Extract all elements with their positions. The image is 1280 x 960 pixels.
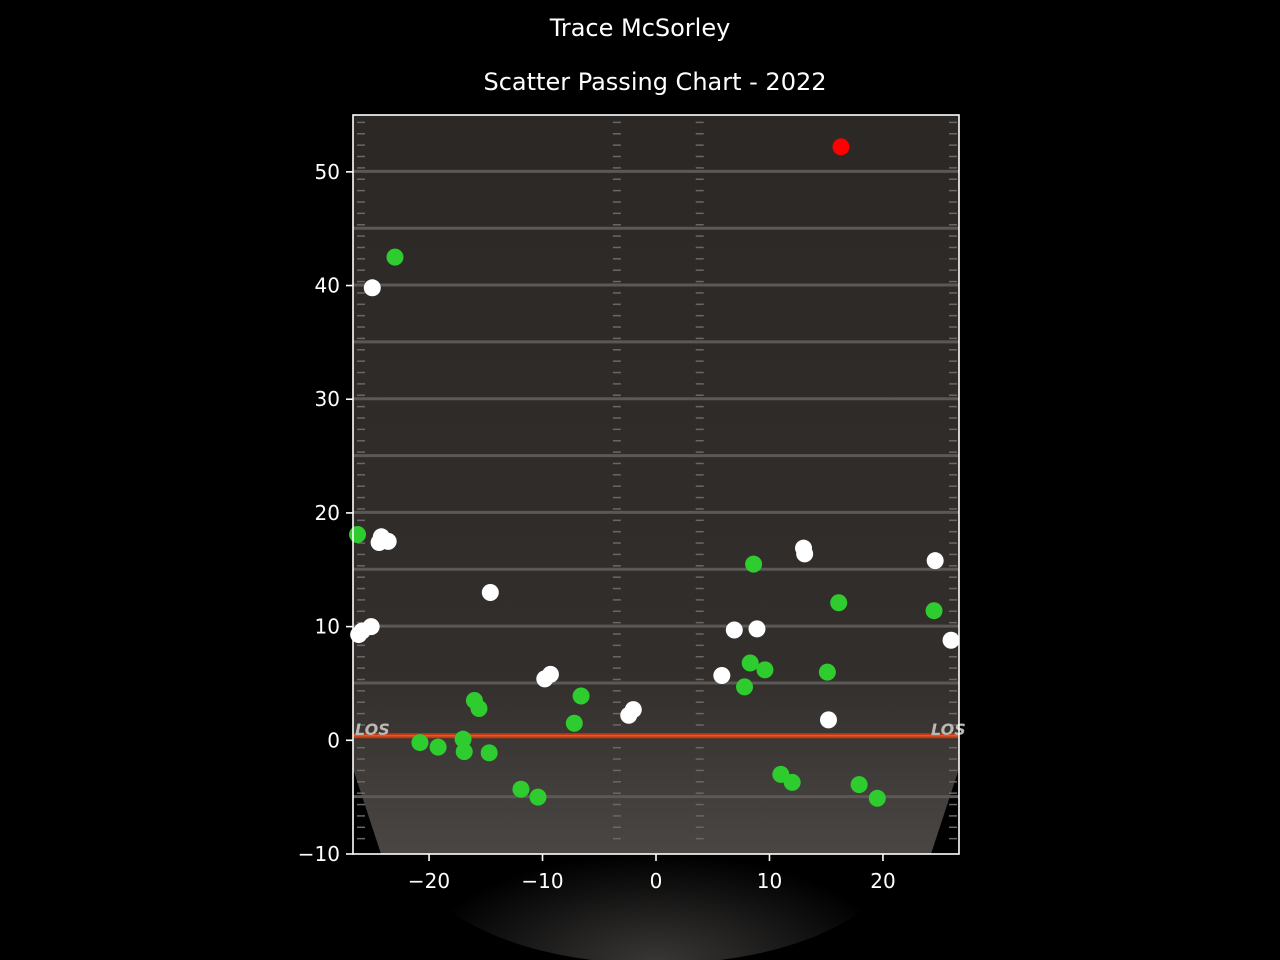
data-point — [926, 552, 944, 570]
data-point — [480, 744, 498, 762]
x-tick-label: 10 — [757, 869, 782, 893]
data-point — [529, 788, 547, 806]
data-point — [379, 532, 397, 550]
y-tick-label: 0 — [327, 728, 340, 752]
data-point — [830, 594, 848, 612]
data-point — [868, 789, 886, 807]
data-point — [386, 248, 404, 266]
data-point — [481, 584, 499, 602]
data-point — [745, 555, 763, 573]
data-point — [454, 730, 472, 748]
data-point — [455, 743, 473, 761]
data-point — [565, 714, 583, 732]
data-point — [741, 654, 759, 672]
x-tick-label: 20 — [870, 869, 895, 893]
data-point — [411, 734, 429, 752]
data-point — [850, 776, 868, 794]
y-tick-label: 20 — [315, 501, 340, 525]
data-point — [783, 773, 801, 791]
data-point — [818, 663, 836, 681]
data-point — [748, 620, 766, 638]
data-point — [736, 678, 754, 696]
x-tick-label: −20 — [408, 869, 450, 893]
data-point — [713, 667, 731, 685]
x-tick-label: 0 — [650, 869, 663, 893]
data-point — [624, 701, 642, 719]
figure-suptitle: Trace McSorley — [549, 14, 731, 42]
data-point — [470, 699, 488, 717]
data-point — [541, 665, 559, 683]
data-point — [756, 661, 774, 679]
data-point — [350, 626, 368, 644]
field-turf — [353, 115, 959, 854]
los-label-left: LOS — [355, 720, 390, 739]
los-label-right: LOS — [931, 720, 966, 739]
data-point — [349, 526, 367, 544]
data-point — [572, 687, 590, 705]
data-point — [925, 602, 943, 620]
field-background: LOS LOS — [353, 115, 966, 960]
y-tick-label: −10 — [298, 842, 340, 866]
data-point — [832, 138, 850, 156]
y-tick-label: 30 — [315, 387, 340, 411]
data-point — [725, 621, 743, 639]
x-tick-label: −10 — [521, 869, 563, 893]
field-glow — [416, 744, 896, 960]
data-point — [512, 780, 530, 798]
data-point — [363, 279, 381, 297]
chart-title: Scatter Passing Chart - 2022 — [483, 68, 827, 96]
y-tick-label: 10 — [315, 615, 340, 639]
axes: −20 −10 0 10 20 −10 0 10 20 30 40 50 — [298, 114, 960, 893]
y-tick-label: 40 — [315, 274, 340, 298]
data-point — [942, 631, 960, 649]
field-corner-left — [353, 768, 381, 854]
field-corner-right — [931, 768, 959, 854]
data-point — [429, 738, 447, 756]
data-point — [796, 545, 814, 563]
y-tick-label: 50 — [315, 160, 340, 184]
data-points — [349, 138, 960, 807]
data-point — [819, 711, 837, 729]
